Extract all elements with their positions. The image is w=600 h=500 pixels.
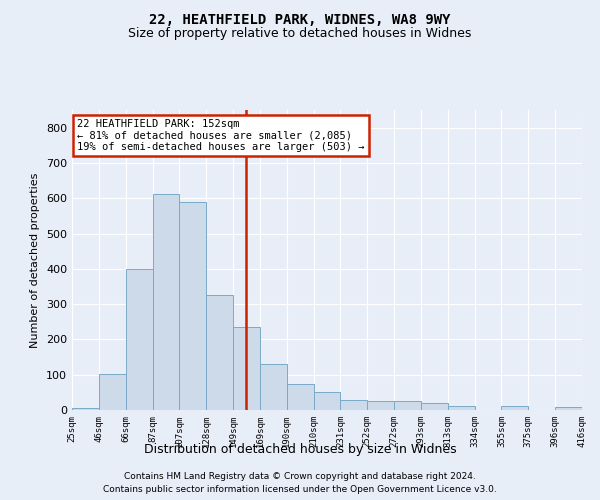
- Text: 22, HEATHFIELD PARK, WIDNES, WA8 9WY: 22, HEATHFIELD PARK, WIDNES, WA8 9WY: [149, 12, 451, 26]
- Bar: [448, 406, 475, 410]
- Text: Size of property relative to detached houses in Widnes: Size of property relative to detached ho…: [128, 28, 472, 40]
- Bar: [555, 407, 582, 410]
- Bar: [421, 403, 448, 410]
- Text: 22 HEATHFIELD PARK: 152sqm
← 81% of detached houses are smaller (2,085)
19% of s: 22 HEATHFIELD PARK: 152sqm ← 81% of deta…: [77, 119, 365, 152]
- Text: Distribution of detached houses by size in Widnes: Distribution of detached houses by size …: [143, 442, 457, 456]
- Bar: [206, 296, 233, 410]
- Bar: [260, 364, 287, 410]
- Text: Contains public sector information licensed under the Open Government Licence v3: Contains public sector information licen…: [103, 485, 497, 494]
- Bar: [314, 392, 340, 410]
- Bar: [72, 408, 99, 410]
- Bar: [233, 327, 260, 410]
- Bar: [125, 269, 152, 410]
- Bar: [152, 194, 179, 410]
- Bar: [367, 401, 394, 410]
- Y-axis label: Number of detached properties: Number of detached properties: [31, 172, 40, 348]
- Text: Contains HM Land Registry data © Crown copyright and database right 2024.: Contains HM Land Registry data © Crown c…: [124, 472, 476, 481]
- Bar: [99, 374, 125, 410]
- Bar: [502, 406, 529, 410]
- Bar: [394, 401, 421, 410]
- Bar: [179, 202, 206, 410]
- Bar: [287, 384, 314, 410]
- Bar: [340, 400, 367, 410]
